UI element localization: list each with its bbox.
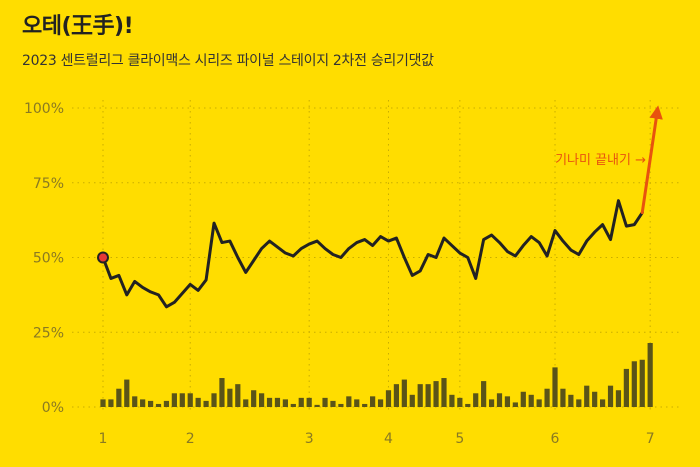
walkoff-annotation: 기나미 끝내기 → xyxy=(555,153,646,168)
leverage-bar xyxy=(243,399,249,407)
leverage-bar xyxy=(330,400,336,407)
leverage-bar xyxy=(227,388,233,407)
leverage-bar xyxy=(512,402,518,407)
leverage-bar xyxy=(211,393,217,407)
leverage-bar xyxy=(163,400,170,407)
leverage-bar xyxy=(584,385,590,407)
leverage-bar xyxy=(147,400,154,407)
x-tick-label: 6 xyxy=(551,431,560,447)
leverage-bar xyxy=(599,399,606,407)
leverage-bar xyxy=(544,388,550,407)
leverage-bar xyxy=(568,394,574,407)
leverage-bar xyxy=(528,394,534,407)
leverage-bar xyxy=(441,378,447,407)
leverage-bar xyxy=(425,384,431,407)
leverage-bar xyxy=(171,393,177,407)
leverage-bar xyxy=(314,404,320,407)
leverage-bar xyxy=(520,391,526,407)
leverage-bar xyxy=(100,399,106,407)
leverage-bar xyxy=(116,388,122,407)
leverage-bar xyxy=(536,399,542,407)
chart-subtitle: 2023 센트럴리그 클라이맥스 시리즈 파이널 스테이지 2차전 승리기댓값 xyxy=(22,53,434,69)
leverage-bar xyxy=(576,399,582,407)
x-tick-label: 5 xyxy=(455,431,464,447)
leverage-bar xyxy=(298,397,304,407)
leverage-bar xyxy=(401,379,407,407)
y-tick-label: 75% xyxy=(33,176,64,192)
leverage-bar xyxy=(354,399,360,407)
leverage-bar xyxy=(623,368,629,407)
leverage-bar xyxy=(282,399,288,407)
leverage-bar xyxy=(346,396,352,407)
leverage-bar xyxy=(124,379,130,407)
start-marker xyxy=(97,251,109,264)
leverage-bar xyxy=(259,393,265,407)
leverage-bar xyxy=(322,397,328,407)
leverage-bar xyxy=(592,391,598,407)
leverage-bar xyxy=(473,393,479,407)
y-tick-label: 25% xyxy=(33,325,64,341)
leverage-bar xyxy=(306,397,312,407)
leverage-bar xyxy=(338,403,344,407)
x-tick-label: 2 xyxy=(186,431,195,447)
leverage-bar xyxy=(615,390,622,407)
leverage-bar xyxy=(560,388,566,407)
leverage-bar xyxy=(465,403,471,407)
leverage-bar xyxy=(409,394,415,407)
walkoff-arrow xyxy=(640,105,663,215)
leverage-bar xyxy=(647,343,653,407)
leverage-bar xyxy=(496,393,503,407)
win-probability-line xyxy=(101,199,644,309)
leverage-bar xyxy=(481,381,487,407)
leverage-bar xyxy=(132,396,138,407)
leverage-bar xyxy=(274,397,281,407)
x-tick-label: 7 xyxy=(646,431,655,447)
leverage-bar xyxy=(449,394,455,407)
leverage-bar xyxy=(457,397,463,407)
leverage-bar xyxy=(290,403,296,407)
y-tick-label: 50% xyxy=(33,251,64,267)
x-tick-label: 4 xyxy=(384,431,393,447)
chart-title: 오테(王手)! xyxy=(22,14,134,39)
leverage-bar xyxy=(219,378,225,407)
leverage-bar xyxy=(377,399,384,407)
leverage-bar xyxy=(631,361,637,407)
leverage-bar xyxy=(179,393,185,407)
leverage-bar xyxy=(251,390,257,407)
leverage-bar xyxy=(417,384,423,407)
leverage-bar xyxy=(155,403,162,407)
leverage-bar xyxy=(393,384,400,407)
leverage-bar xyxy=(140,399,146,407)
leverage-bar xyxy=(266,397,273,407)
leverage-bar xyxy=(235,384,241,407)
leverage-bar xyxy=(433,381,439,407)
x-tick-label: 3 xyxy=(305,431,314,447)
x-tick-label: 1 xyxy=(99,431,108,447)
leverage-bar xyxy=(639,359,645,407)
leverage-bar xyxy=(108,399,114,407)
leverage-bar xyxy=(607,385,614,407)
leverage-bar xyxy=(187,393,193,407)
leverage-bar xyxy=(203,400,209,407)
leverage-bar xyxy=(504,396,511,407)
leverage-bar xyxy=(488,399,495,407)
leverage-bar xyxy=(385,390,392,407)
y-tick-label: 0% xyxy=(42,400,64,416)
y-tick-label: 100% xyxy=(24,101,64,117)
leverage-bar xyxy=(195,397,201,407)
leverage-bar xyxy=(370,396,376,407)
leverage-bar xyxy=(552,367,558,407)
leverage-bar xyxy=(362,403,368,407)
